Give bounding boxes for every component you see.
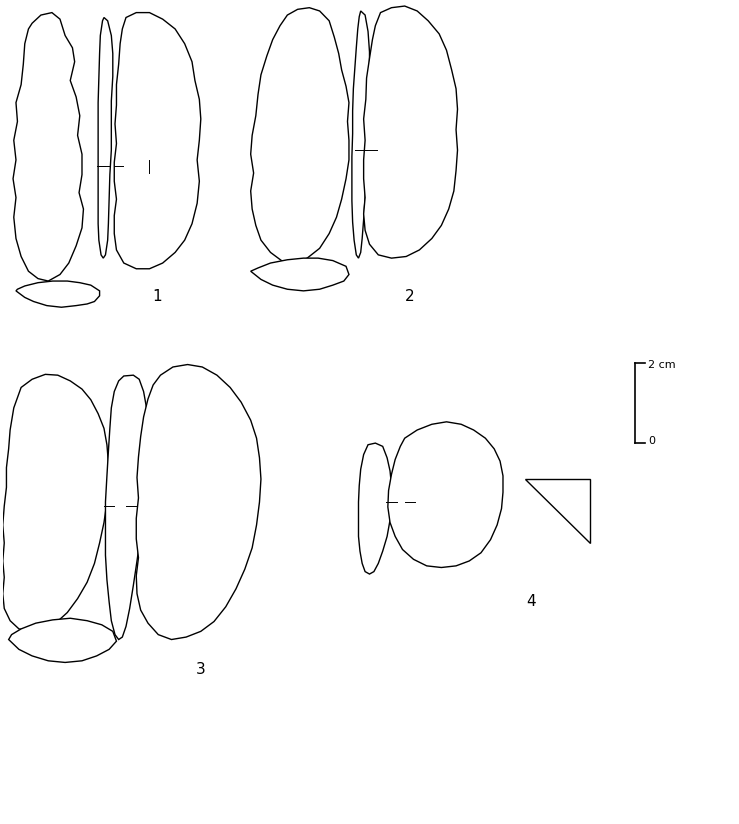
Polygon shape <box>525 479 590 543</box>
Polygon shape <box>13 12 84 281</box>
Polygon shape <box>364 6 457 258</box>
Text: 1: 1 <box>152 289 162 304</box>
Text: 0: 0 <box>648 437 655 447</box>
Text: 4: 4 <box>526 594 536 609</box>
Polygon shape <box>388 422 503 568</box>
Polygon shape <box>115 12 201 269</box>
Polygon shape <box>352 11 370 258</box>
Polygon shape <box>3 374 109 631</box>
Polygon shape <box>136 364 261 639</box>
Polygon shape <box>98 17 113 258</box>
Polygon shape <box>358 443 392 574</box>
Polygon shape <box>106 375 148 639</box>
Text: 2 cm: 2 cm <box>648 359 676 370</box>
Polygon shape <box>251 258 349 291</box>
Polygon shape <box>16 281 100 307</box>
Polygon shape <box>251 7 349 263</box>
Text: 2: 2 <box>405 289 415 304</box>
Polygon shape <box>9 618 117 662</box>
Text: 3: 3 <box>196 662 205 677</box>
